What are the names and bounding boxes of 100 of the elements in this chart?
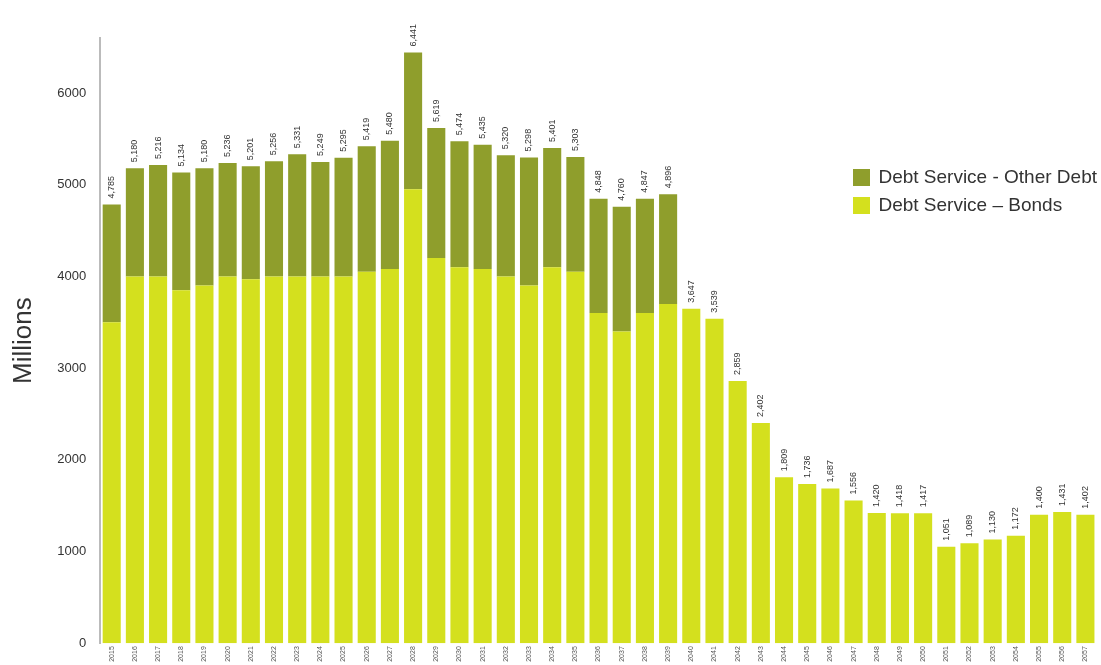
bar [380, 140, 399, 270]
total-label: 5,249 [314, 133, 325, 156]
bar [195, 168, 214, 286]
bar [635, 198, 654, 314]
bar [519, 157, 539, 286]
total-label: 1,556 [848, 471, 859, 495]
y-tick-label: 0 [78, 634, 87, 650]
bar [937, 546, 956, 644]
total-label: 5,180 [198, 139, 209, 163]
bar [450, 267, 469, 644]
bar [728, 381, 747, 644]
total-label: 4,896 [662, 165, 673, 189]
bar [751, 422, 770, 644]
total-label: 1,089 [963, 514, 974, 538]
bar [496, 276, 515, 644]
total-label: 5,320 [500, 126, 511, 150]
total-label: 1,130 [987, 511, 998, 534]
total-label: 5,435 [477, 116, 488, 139]
bar [543, 147, 562, 268]
bar [195, 285, 214, 644]
bar [1076, 514, 1095, 644]
total-label: 1,172 [1010, 507, 1021, 530]
bar [1006, 535, 1025, 644]
bar [264, 276, 284, 644]
total-label: 4,785 [106, 175, 117, 199]
bar [404, 189, 423, 644]
total-label: 5,216 [152, 136, 163, 159]
bar [659, 303, 678, 644]
legend-label: Debt Service – Bonds [878, 194, 1063, 216]
total-label: 4,848 [593, 170, 604, 193]
bar [334, 157, 353, 277]
bar [473, 269, 492, 644]
bar [125, 168, 144, 277]
bar [1053, 511, 1072, 644]
bar [589, 198, 608, 314]
total-label: 5,619 [430, 99, 441, 122]
bar [404, 52, 423, 190]
bar [496, 155, 515, 277]
total-label: 1,420 [871, 484, 882, 507]
total-label: 1,687 [824, 459, 835, 483]
total-label: 3,539 [708, 290, 719, 313]
total-label: 5,474 [453, 112, 464, 136]
total-label: 1,736 [801, 455, 812, 479]
total-label: 5,331 [291, 125, 302, 149]
bar [705, 318, 724, 644]
bar [125, 276, 144, 644]
bar [149, 276, 168, 644]
bar [380, 269, 399, 644]
bar [172, 290, 191, 644]
bar [914, 513, 933, 644]
total-label: 1,417 [917, 484, 928, 508]
y-tick-label: 5000 [57, 176, 87, 192]
total-label: 5,180 [129, 139, 140, 163]
y-tick-label: 2000 [57, 451, 87, 467]
bar [218, 276, 237, 644]
bar [612, 206, 631, 332]
bar [890, 513, 909, 644]
bar [566, 156, 585, 272]
total-label: 4,760 [616, 178, 627, 201]
bar [218, 163, 237, 277]
bar [589, 313, 608, 644]
total-label: 1,400 [1033, 486, 1044, 509]
y-tick-label: 6000 [57, 84, 87, 100]
total-label: 1,809 [778, 448, 789, 472]
bar [682, 308, 701, 644]
bar [612, 331, 631, 644]
total-label: 5,201 [245, 137, 256, 161]
bar [172, 172, 191, 291]
bar [821, 488, 840, 644]
y-tick-label: 4000 [57, 267, 87, 283]
bar [566, 271, 585, 644]
total-label: 1,418 [894, 484, 905, 508]
bar [102, 322, 121, 644]
bar [427, 127, 446, 259]
y-axis-title: Millions [6, 297, 37, 384]
total-label: 6,441 [407, 24, 418, 47]
total-label: 2,859 [732, 352, 743, 376]
bar [983, 539, 1002, 644]
bar [543, 267, 562, 644]
bar [264, 161, 284, 277]
total-label: 2,402 [755, 394, 766, 417]
bar [1030, 514, 1049, 644]
y-tick-label: 3000 [57, 359, 87, 375]
bar [867, 512, 886, 644]
bar [288, 154, 307, 277]
bar [798, 484, 817, 644]
y-tick-label: 1000 [57, 543, 87, 559]
total-label: 5,256 [268, 132, 279, 156]
bar [635, 313, 654, 644]
bar [774, 477, 794, 644]
bar [844, 500, 863, 644]
total-label: 3,647 [685, 280, 696, 303]
total-label: 5,236 [222, 134, 233, 158]
bar [311, 161, 330, 277]
total-label: 1,051 [940, 518, 951, 541]
total-label: 5,480 [384, 112, 395, 135]
total-label: 5,298 [523, 128, 534, 152]
bar [450, 141, 469, 268]
bar [334, 276, 353, 644]
total-label: 1,431 [1056, 483, 1067, 506]
